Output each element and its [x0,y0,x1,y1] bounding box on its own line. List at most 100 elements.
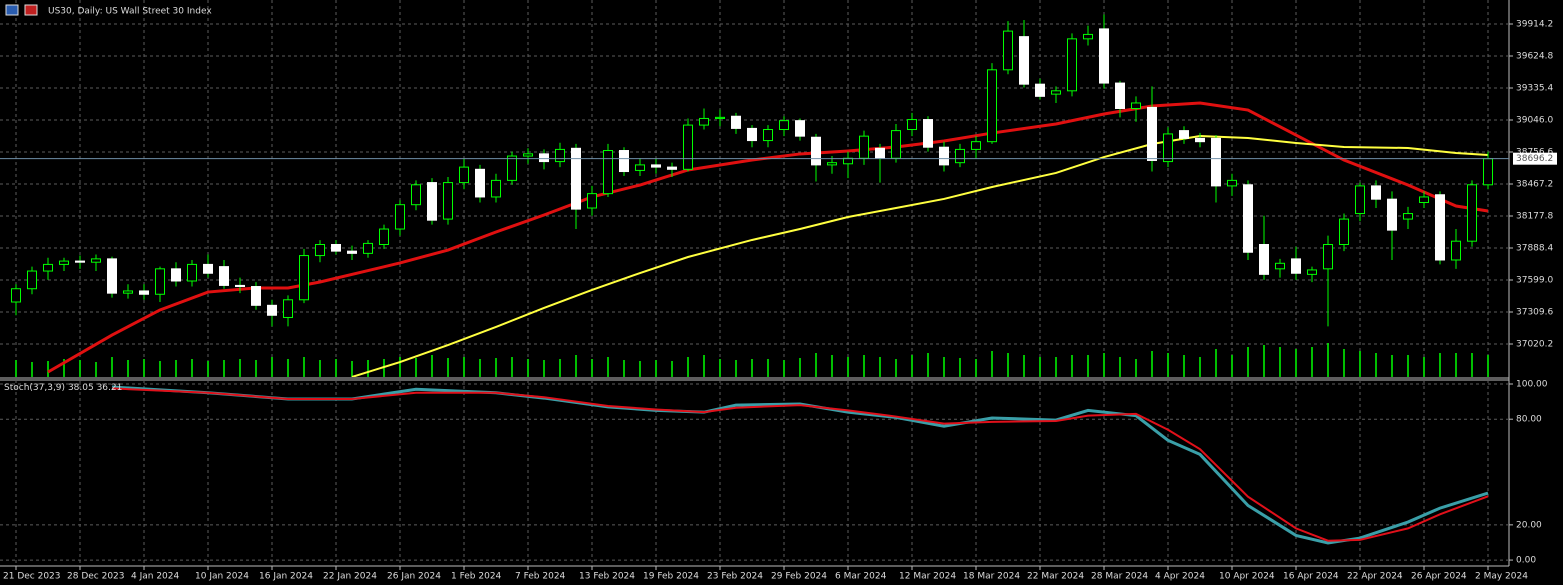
candle-body [1067,38,1077,92]
x-tick-label: 18 Mar 2024 [963,572,1020,582]
panes [0,0,1510,567]
x-tick-label: 26 Apr 2024 [1411,572,1467,582]
x-tick-label: 4 Jan 2024 [131,572,179,582]
candle-body [1259,244,1269,275]
candle-body [619,150,629,173]
indicator-signal-value: 36.21 [97,383,123,393]
y-tick-label: 39046.0 [1516,116,1553,126]
candle-body [1051,90,1061,95]
candle-body [427,182,437,221]
moving-average [351,135,1489,377]
candle-body [1035,83,1045,97]
candle-body [1387,198,1397,231]
candle-body [1419,196,1429,203]
candle-body [651,164,661,168]
y-tick-label: 80.00 [1516,415,1542,425]
candle-body [491,179,501,198]
candle-body [107,258,117,294]
last-price-box [1513,152,1557,165]
x-tick-label: 12 Mar 2024 [899,572,956,582]
x-tick-label: 16 Apr 2024 [1283,572,1339,582]
x-tick-label: 7 Feb 2024 [515,572,566,582]
candle-body [571,147,581,210]
x-tick-label: 6 Mar 2024 [835,572,887,582]
candle-body [1147,106,1157,161]
x-tick-label: 16 Jan 2024 [259,572,313,582]
candle-body [1291,258,1301,274]
indicator-title: Stoch(37,3,9) 38.05 36.21 [4,383,122,393]
indicator-line [111,385,1489,545]
candle-body [907,119,917,131]
candle-body [507,155,517,181]
x-tick-label: 28 Dec 2023 [67,572,125,582]
candle-body [315,244,325,257]
candle-body [155,268,165,295]
candle-body [1371,185,1381,200]
candle-body [923,119,933,148]
candle-body [1083,33,1093,40]
candle-body [955,148,965,164]
candle-body [539,153,549,163]
indicator-main-value: 38.05 [68,383,94,393]
candle-body [123,290,133,294]
x-tick-label: 29 Feb 2024 [771,572,827,582]
icon [5,4,19,16]
candle-body [1195,137,1205,143]
candle-body [171,268,181,282]
candle-body [395,204,405,230]
candle-body [1339,218,1349,246]
candle-body [1003,30,1013,71]
candle-body [1243,184,1253,253]
marks [0,14,1509,545]
header: US30, Daily: US Wall Street 30 Index [5,4,212,17]
x-tick-label: 19 Feb 2024 [643,572,699,582]
candle-body [555,148,565,163]
x-tick-label: 22 Jan 2024 [323,572,377,582]
candle-body [1019,36,1029,85]
y-tick-label: 39914.2 [1516,20,1553,30]
candle-body [475,168,485,198]
icon [24,4,38,16]
candle-body [459,166,469,184]
candle-body [11,288,21,303]
x-tick-label: 28 Mar 2024 [1091,572,1148,582]
y-tick-label: 20.00 [1516,520,1542,530]
x-tick-label: 13 Feb 2024 [579,572,635,582]
candle-body [251,286,261,306]
y-tick-label: 0.00 [1516,556,1536,566]
candle-body [1403,213,1413,220]
candle-body [763,129,773,142]
candle-body [139,290,149,295]
candle-body [299,255,309,301]
indicator-name: Stoch(37,3,9) [4,383,65,393]
candle-body [267,304,277,316]
candle-body [971,141,981,150]
x-tick-label: 26 Jan 2024 [387,572,441,582]
x-tick-label: 10 Apr 2024 [1219,572,1275,582]
y-tick-label: 37309.6 [1516,307,1553,317]
candle-body [747,127,757,142]
candle-body [827,162,837,166]
candle-body [235,284,245,288]
y-tick-label: 39624.8 [1516,52,1553,62]
candle-body [779,120,789,131]
candle-body [347,250,357,254]
candle-body [331,244,341,252]
candle-body [363,242,373,254]
candle-body [875,147,885,159]
candle-body [1227,179,1237,187]
candle-body [1275,262,1285,270]
candle-body [891,130,901,159]
candle-body [699,117,709,126]
x-tick-label: 4 Apr 2024 [1155,572,1205,582]
y-tick-label: 100.00 [1516,379,1548,389]
candle-body [795,120,805,137]
candle-body [731,115,741,129]
candle-body [443,182,453,220]
y-tick-label: 38177.8 [1516,211,1553,221]
candle-body [715,116,725,119]
candle-body [91,258,101,263]
candle-body [1163,133,1173,163]
candle-body [635,164,645,171]
